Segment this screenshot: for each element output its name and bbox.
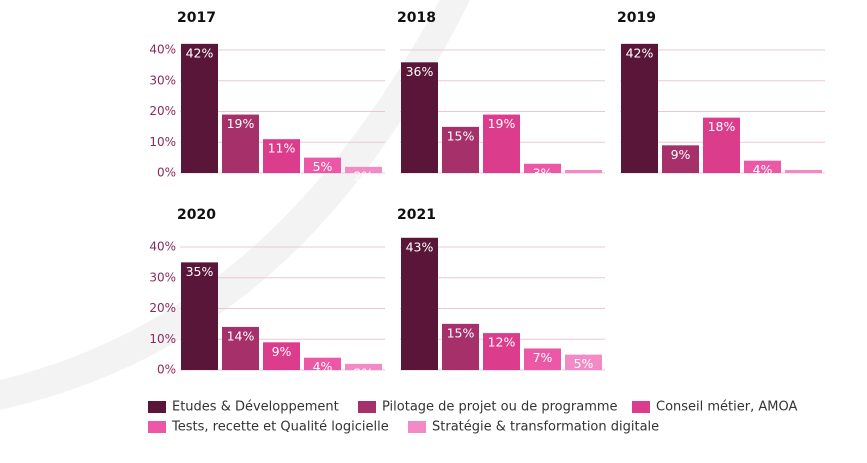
value-label: 9%: [272, 344, 292, 359]
value-label: 1%: [574, 171, 594, 186]
bar: [263, 139, 300, 173]
bar: [744, 160, 781, 173]
y-tick-label: 40%: [149, 240, 176, 254]
value-label: 2%: [354, 168, 374, 183]
panel-title: 2017: [177, 10, 216, 26]
panel-title: 2021: [397, 207, 436, 223]
bar: [304, 357, 341, 370]
bar: [621, 43, 658, 173]
bar: [401, 62, 438, 173]
value-label: 35%: [186, 264, 214, 279]
legend-swatch: [148, 421, 166, 433]
y-tick-label: 20%: [149, 301, 176, 315]
bar: [442, 126, 479, 173]
y-tick-label: 20%: [149, 104, 176, 118]
bar: [345, 166, 382, 173]
value-label: 18%: [708, 119, 736, 134]
bar: [565, 169, 602, 173]
value-label: 3%: [533, 165, 553, 180]
value-label: 2%: [354, 365, 374, 380]
value-label: 9%: [671, 147, 691, 162]
legend-swatch: [358, 401, 376, 413]
y-tick-label: 10%: [149, 135, 176, 149]
bar: [785, 169, 822, 173]
value-label: 19%: [488, 116, 516, 131]
bar: [483, 114, 520, 173]
value-label: 43%: [406, 239, 434, 254]
y-tick-label: 0%: [157, 166, 176, 180]
legend-label: Tests, recette et Qualité logicielle: [171, 420, 389, 435]
bar: [662, 145, 699, 173]
bar: [304, 157, 341, 173]
bar: [442, 323, 479, 370]
value-label: 42%: [626, 45, 654, 60]
bar: [483, 333, 520, 370]
bar: [345, 363, 382, 370]
value-label: 5%: [574, 356, 594, 371]
legend-swatch: [408, 421, 426, 433]
legend-swatch: [148, 401, 166, 413]
background-swoosh: [0, 0, 470, 410]
legend-label: Stratégie & transformation digitale: [432, 420, 659, 435]
bar: [222, 326, 259, 370]
value-label: 36%: [406, 64, 434, 79]
bar: [181, 43, 218, 173]
bar: [524, 163, 561, 173]
value-label: 1%: [794, 171, 814, 186]
value-label: 19%: [227, 116, 255, 131]
value-label: 14%: [227, 328, 255, 343]
y-tick-label: 40%: [149, 43, 176, 57]
legend-label: Conseil métier, AMOA: [656, 400, 797, 415]
value-label: 12%: [488, 335, 516, 350]
bar: [524, 348, 561, 370]
panel-title: 2020: [177, 207, 216, 223]
legend-label: Etudes & Développement: [172, 400, 339, 415]
value-label: 4%: [313, 359, 333, 374]
y-tick-label: 10%: [149, 332, 176, 346]
bar: [565, 354, 602, 370]
bar: [703, 117, 740, 173]
bar: [263, 342, 300, 370]
y-tick-label: 30%: [149, 73, 176, 87]
value-label: 15%: [447, 325, 475, 340]
panel-title: 2019: [617, 10, 656, 26]
value-label: 7%: [533, 350, 553, 365]
bar: [401, 237, 438, 370]
panel-title: 2018: [397, 10, 436, 26]
legend-label: Pilotage de projet ou de programme: [382, 400, 618, 415]
bar: [222, 114, 259, 173]
legend-swatch: [632, 401, 650, 413]
value-label: 15%: [447, 128, 475, 143]
value-label: 42%: [186, 45, 214, 60]
bar: [181, 262, 218, 370]
value-label: 5%: [313, 159, 333, 174]
value-label: 11%: [268, 141, 296, 156]
y-tick-label: 0%: [157, 363, 176, 377]
value-label: 4%: [753, 162, 773, 177]
y-tick-label: 30%: [149, 270, 176, 284]
